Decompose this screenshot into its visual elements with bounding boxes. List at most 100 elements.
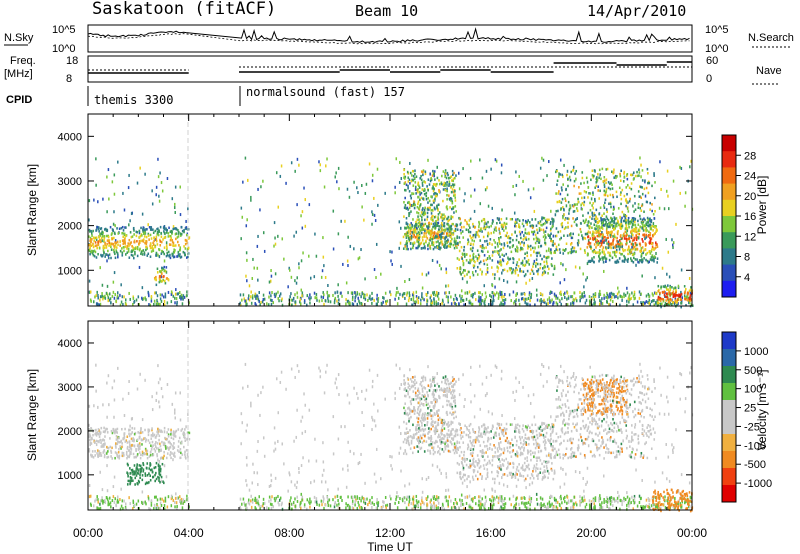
power-echo-cell: [142, 238, 145, 241]
power-echo-cell: [574, 218, 577, 221]
power-echo-cell: [535, 258, 538, 261]
power-echo-cell: [494, 158, 497, 162]
power-echo-cell: [434, 232, 436, 235]
power-echo-cell: [179, 253, 181, 256]
velocity-echo-cell: [361, 389, 363, 393]
power-echo-cell: [438, 242, 441, 245]
power-echo-cell: [667, 300, 670, 304]
power-echo-cell: [433, 199, 435, 202]
power-echo-cell: [534, 303, 536, 307]
velocity-echo-cell: [487, 410, 490, 414]
power-echo-cell: [439, 235, 442, 238]
velocity-echo-cell: [158, 405, 161, 409]
power-echo-cell: [652, 213, 655, 216]
power-echo-cell: [109, 297, 112, 301]
power-echo-cell: [495, 226, 497, 229]
power-echo-cell: [414, 172, 416, 176]
power-echo-cell: [88, 218, 90, 222]
power-echo-cell: [625, 204, 627, 208]
power-echo-cell: [642, 220, 645, 224]
velocity-echo-cell: [395, 363, 398, 367]
power-echo-cell: [181, 302, 184, 306]
velocity-echo-cell: [344, 425, 346, 429]
power-echo-cell: [454, 301, 456, 305]
velocity-echo-cell: [643, 454, 645, 458]
power-echo-cell: [258, 299, 260, 303]
power-echo-cell: [165, 241, 168, 245]
power-echo-cell: [610, 243, 613, 247]
power-echo-cell: [294, 300, 297, 304]
power-echo-cell: [553, 264, 556, 268]
power-echo-cell: [113, 250, 116, 254]
power-echo-cell: [152, 249, 155, 253]
power-echo-cell: [638, 290, 641, 294]
power-echo-cell: [647, 171, 649, 175]
power-echo-cell: [177, 235, 180, 238]
power-echo-cell: [251, 276, 254, 280]
power-echo-cell: [174, 232, 177, 236]
power-echo-cell: [537, 268, 540, 271]
power-echo-cell: [425, 197, 428, 201]
power-echo-cell: [592, 238, 595, 241]
velocity-echo-cell: [337, 506, 340, 510]
power-echo-cell: [438, 190, 441, 194]
power-echo-cell: [650, 237, 653, 240]
power-echo-cell: [500, 163, 503, 167]
velocity-echo-cell: [493, 503, 495, 507]
power-echo-cell: [515, 298, 518, 302]
power-echo-cell: [607, 225, 610, 229]
power-frame: [87, 113, 693, 307]
power-echo-cell: [127, 250, 130, 253]
power-echo-cell: [151, 189, 153, 193]
power-echo-cell: [499, 290, 501, 294]
velocity-echo-cell: [294, 506, 297, 510]
power-echo-cell: [404, 189, 407, 192]
power-echo-cell: [634, 174, 637, 178]
power-echo-cell: [646, 167, 649, 171]
power-echo-cell: [632, 261, 635, 264]
power-echo-cell: [567, 251, 569, 255]
power-echo-cell: [483, 225, 486, 228]
power-echo-cell: [669, 284, 671, 288]
power-echo-cell: [433, 297, 435, 301]
power-echo-cell: [458, 249, 461, 253]
power-echo-cell: [481, 270, 483, 274]
power-echo-cell: [612, 246, 615, 250]
power-echo-cell: [515, 280, 518, 284]
velocity-echo-cell: [186, 494, 188, 498]
power-echo-cell: [545, 236, 547, 239]
velocity-echo-cell: [612, 496, 614, 500]
power-echo-cell: [633, 297, 635, 301]
power-echo-cell: [568, 207, 571, 211]
velocity-echo-cell: [110, 505, 112, 509]
power-echo-cell: [654, 210, 656, 213]
velocity-echo-cell: [446, 432, 448, 436]
power-echo-cell: [601, 248, 604, 252]
velocity-echo-cell: [549, 503, 551, 507]
power-echo-cell: [146, 247, 148, 250]
power-echo-cell: [623, 232, 625, 236]
power-echo-cell: [582, 214, 584, 217]
power-echo-cell: [406, 170, 409, 174]
power-echo-cell: [615, 250, 618, 254]
power-echo-cell: [516, 250, 519, 253]
power-echo-cell: [185, 219, 187, 223]
power-echo-cell: [593, 217, 596, 221]
power-echo-cell: [537, 272, 539, 276]
power-echo-cell: [544, 241, 546, 244]
power-echo-cell: [449, 245, 452, 249]
velocity-echo-cell: [396, 491, 398, 495]
power-echo-cell: [530, 230, 533, 234]
power-echo-cell: [161, 266, 163, 270]
velocity-echo-cell: [394, 397, 396, 401]
power-echo-cell: [605, 178, 608, 181]
power-echo-cell: [269, 279, 272, 283]
velocity-echo-cell: [507, 465, 509, 469]
velocity-echo-cell: [349, 449, 352, 453]
power-echo-cell: [573, 184, 575, 188]
velocity-echo-cell: [373, 502, 375, 506]
power-echo-cell: [148, 226, 151, 229]
power-echo-cell: [478, 257, 480, 260]
power-echo-cell: [97, 243, 100, 246]
power-echo-cell: [539, 266, 542, 270]
